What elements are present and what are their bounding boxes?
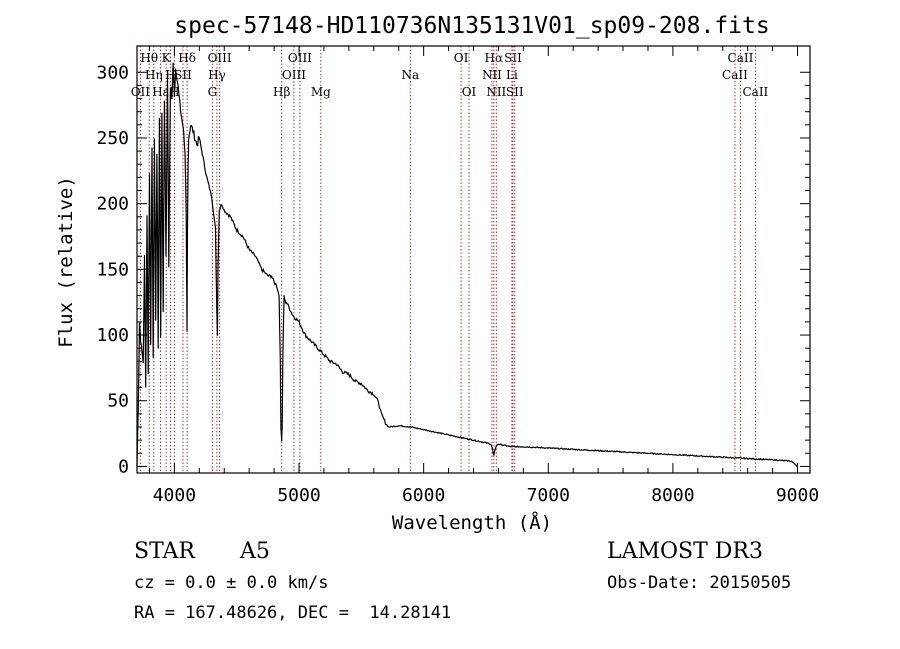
y-tick-label: 300 (96, 62, 129, 83)
spectral-line-label: Hγ (208, 68, 226, 82)
y-tick-label: 50 (107, 391, 129, 412)
spectral-line-label: NII (486, 85, 506, 99)
spectral-line-label: Hθ (140, 51, 158, 65)
spectral-line-label: Hε (152, 85, 169, 99)
spectral-line-label: Hη (145, 68, 163, 82)
x-tick-label: 8000 (651, 485, 694, 506)
spectral-line-label: Hα (485, 51, 504, 65)
coordinates: RA = 167.48626, DEC = 14.28141 (134, 603, 452, 623)
y-tick-label: 250 (96, 128, 129, 149)
spectral-line-label: G (208, 85, 218, 99)
spectral-line-label: SII (504, 51, 522, 65)
axis-ticks: 4000 5000 6000 7000 8000 9000 0 50 100 150 200 250 3… (96, 46, 819, 506)
y-tick-label: 200 (96, 194, 129, 215)
spectral-line-label: NII (482, 68, 502, 82)
spectral-line-label: Li (506, 68, 518, 82)
spectral-line-label: CaII (722, 68, 748, 82)
survey-name: LAMOST DR3 (607, 539, 763, 564)
observation-date: Obs-Date: 20150505 (607, 573, 792, 593)
spectral-line-label: Mg (311, 85, 331, 99)
spectral-subclass: A5 (240, 539, 270, 564)
spectral-line-label: OI (462, 85, 477, 99)
spectral-line-label: H (165, 68, 175, 82)
x-tick-label: 9000 (776, 485, 819, 506)
y-tick-label: 0 (118, 456, 129, 477)
x-tick-label: 5000 (277, 485, 320, 506)
y-axis-label: Flux (relative) (55, 176, 77, 348)
x-axis-label: Wavelength (Å) (392, 511, 552, 534)
spectral-line-label: OII (131, 85, 151, 99)
spectral-line-label: K (162, 51, 172, 65)
y-tick-label: 100 (96, 325, 129, 346)
y-tick-label: 150 (96, 259, 129, 280)
spectral-line-label: CaII (728, 51, 754, 65)
spectral-line-label: OIII (288, 51, 312, 65)
plot-frame (136, 45, 811, 474)
spectral-line-label: OI (454, 51, 469, 65)
spectrum-line (136, 62, 798, 467)
spectral-line-label: SII (174, 68, 192, 82)
redshift-cz: cz = 0.0 ± 0.0 km/s (134, 573, 329, 593)
spectral-line-label: OIII (208, 51, 232, 65)
x-tick-label: 7000 (527, 485, 570, 506)
spectral-line-label: CaII (742, 85, 768, 99)
x-tick-label: 4000 (153, 485, 196, 506)
x-tick-label: 6000 (402, 485, 445, 506)
spectral-line-label: SII (506, 85, 524, 99)
spectral-line-label: OIII (282, 68, 306, 82)
spectral-line-label: Hβ (273, 85, 290, 99)
chart-title: spec-57148-HD110736N135131V01_sp09-208.f… (174, 13, 769, 39)
spectral-line-label: Na (401, 68, 419, 82)
object-class: STAR (134, 539, 195, 564)
spectral-line-label: Hδ (178, 51, 196, 65)
